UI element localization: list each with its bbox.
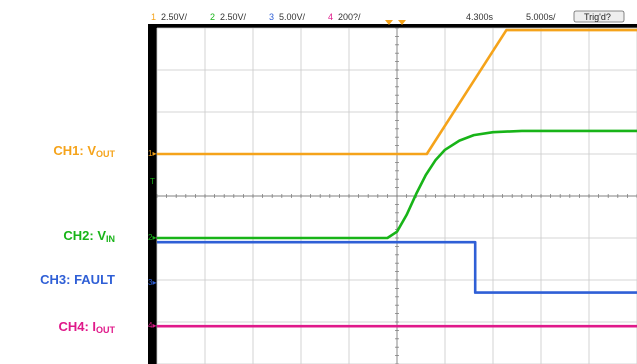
ch2-label-sub: IN bbox=[106, 234, 115, 244]
ch2-number: 2 bbox=[210, 12, 215, 22]
trigger-level-marker: T bbox=[150, 177, 155, 186]
trace-ch1 bbox=[157, 28, 637, 156]
ch2-label-text: CH2: V bbox=[63, 228, 106, 243]
scope-screen: 1 2.50V/ 2 2.50V/ 3 5.00V/ 4 200?/ 4.300… bbox=[148, 8, 637, 364]
ch3-label-text: CH3: FAULT bbox=[40, 272, 115, 287]
ch3-number: 3 bbox=[269, 12, 274, 22]
ch3-scale: 5.00V/ bbox=[279, 12, 306, 22]
ch2-label: CH2: VIN bbox=[63, 228, 115, 244]
ch4-label: CH4: IOUT bbox=[58, 319, 115, 335]
time-reference-marker bbox=[398, 20, 406, 25]
time-per-division: 5.000s/ bbox=[526, 12, 556, 22]
ch4-number: 4 bbox=[328, 12, 333, 22]
ch1-number: 1 bbox=[151, 12, 156, 22]
trigger-position-marker bbox=[385, 20, 393, 25]
ch1-label: CH1: VOUT bbox=[53, 143, 115, 159]
ch1-ground-marker: 1▸ bbox=[148, 149, 156, 158]
ch2-ground-marker: 2▸ bbox=[148, 233, 156, 242]
ch1-label-text: CH1: V bbox=[53, 143, 96, 158]
trace-ch2 bbox=[157, 129, 637, 240]
ch4-label-text: CH4: I bbox=[58, 319, 96, 334]
ch4-label-sub: OUT bbox=[96, 325, 115, 335]
ch1-scale: 2.50V/ bbox=[161, 12, 188, 22]
trigger-status-box bbox=[573, 10, 625, 23]
scope-display: 1 2.50V/ 2 2.50V/ 3 5.00V/ 4 200?/ 4.300… bbox=[148, 8, 637, 364]
header-bar bbox=[148, 8, 637, 24]
trigger-status: Trig'd? bbox=[584, 12, 611, 22]
ch1-label-sub: OUT bbox=[96, 149, 115, 159]
ch4-scale: 200?/ bbox=[338, 12, 361, 22]
ch4-ground-marker: 4▸ bbox=[148, 321, 156, 330]
ch2-scale: 2.50V/ bbox=[220, 12, 247, 22]
waveform-traces bbox=[157, 28, 637, 328]
ch3-label: CH3: FAULT bbox=[40, 272, 115, 287]
trace-ch3 bbox=[157, 240, 637, 294]
ch3-ground-marker: 3▸ bbox=[148, 278, 156, 287]
time-position: 4.300s bbox=[466, 12, 494, 22]
channel-markers: 1▸ T 2▸ 3▸ 4▸ bbox=[148, 149, 156, 330]
